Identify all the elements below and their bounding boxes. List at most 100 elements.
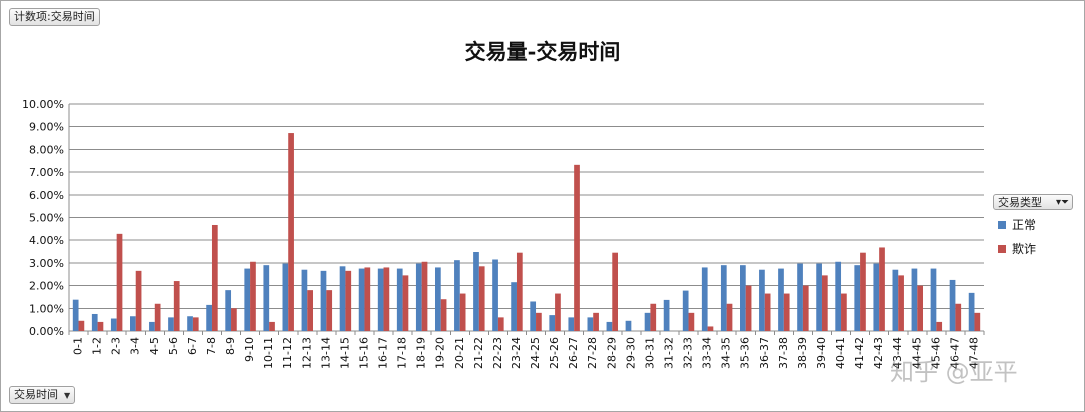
y-tick-label: 0.00% [29,325,64,338]
chevron-down-icon: ▼ [64,391,71,400]
bar-fraud [154,303,161,331]
axis-field-button[interactable]: 交易时间 ▼ [9,386,76,404]
bar-fraud [821,275,828,331]
bar-normal [797,263,803,331]
x-tick-label: 36-37 [758,337,771,369]
bar-normal [91,313,98,331]
y-tick-label: 5.00% [29,212,64,225]
bar-normal [530,301,537,331]
bar-fraud [116,233,123,331]
bar-normal [549,315,556,331]
x-tick-label: 28-29 [605,337,618,369]
bar-fraud [688,312,695,331]
x-tick-label: 45-46 [929,337,942,369]
x-tick-label: 3-4 [129,337,142,355]
x-tick-label: 15-16 [357,337,370,369]
bar-normal [873,263,880,331]
bar-fraud [402,275,409,331]
x-tick-label: 19-20 [434,337,447,369]
bar-fraud [955,303,962,331]
bar-normal [396,268,403,331]
bar-fraud [841,293,847,331]
bar-fraud [345,270,352,331]
bar-fraud [898,275,904,331]
bar-normal [435,267,441,331]
bar-fraud [173,281,180,331]
bar-normal [225,290,232,331]
y-tick-label: 2.00% [29,280,64,293]
bar-fraud [269,321,275,331]
x-tick-label: 18-19 [415,337,428,369]
bar-fraud [459,293,466,331]
axis-field-label: 交易时间 [14,388,58,401]
bar-normal [415,263,422,331]
x-tick-label: 29-30 [624,337,637,369]
bar-fraud [917,285,923,331]
bar-fraud [250,261,256,331]
bar-normal [339,266,346,331]
bar-normal [454,260,460,331]
bar-fraud [326,290,333,331]
bar-fraud [78,320,85,331]
bar-normal [263,265,270,331]
bar-fraud [478,266,485,331]
legend-swatch-normal [998,221,1006,229]
bar-fraud [440,299,447,331]
y-tick-label: 3.00% [29,257,64,270]
bar-normal [968,292,975,331]
bar-fraud [383,267,390,331]
x-tick-label: 37-38 [777,337,790,369]
x-tick-label: 9-10 [243,337,256,362]
bar-normal [682,290,689,331]
bar-normal [149,321,155,331]
bar-normal [511,282,517,331]
bar-normal [854,265,861,331]
bar-fraud [745,285,752,331]
x-tick-label: 43-44 [891,337,904,369]
x-tick-label: 27-28 [586,337,599,369]
bar-fraud [974,312,981,331]
bar-normal [473,252,479,331]
legend-item-normal: 正常 [998,216,1036,233]
y-tick-label: 4.00% [29,234,64,247]
x-tick-label: 25-26 [548,337,561,369]
bar-fraud [421,261,428,331]
bar-fraud [802,285,809,331]
x-tick-label: 26-27 [567,337,580,369]
x-tick-label: 2-3 [110,337,123,355]
legend-filter-button[interactable]: 交易类型 ▾⏷ [993,194,1073,210]
x-tick-label: 22-23 [491,337,504,369]
bar-fraud [516,252,523,331]
bar-fraud [574,164,580,331]
bar-normal [168,317,174,331]
x-tick-label: 16-17 [377,337,390,369]
x-tick-label: 30-31 [643,337,656,369]
bar-normal [206,304,212,331]
x-tick-label: 31-32 [662,337,675,369]
bar-normal [606,321,613,331]
x-tick-label: 1-2 [91,337,104,355]
x-tick-label: 44-45 [910,337,923,369]
bar-normal [778,268,784,331]
bar-fraud [231,308,237,331]
y-tick-label: 7.00% [29,166,64,179]
bar-normal [110,318,117,331]
bar-fraud [192,317,199,331]
value-field-button[interactable]: 计数项:交易时间 [9,8,100,26]
bar-normal [358,268,365,331]
bar-fraud [555,293,561,331]
bar-normal [492,259,498,331]
x-tick-label: 41-42 [853,337,866,369]
bar-normal [377,268,384,331]
bar-normal [187,316,193,331]
value-field-label: 计数项:交易时间 [14,10,95,23]
bar-normal [282,263,289,331]
bar-normal [301,269,308,331]
bar-fraud [135,270,142,331]
bar-normal [720,265,727,331]
x-tick-label: 32-33 [682,337,695,369]
bar-fraud [726,303,733,331]
bar-fraud [97,321,104,331]
bar-normal [663,299,670,331]
